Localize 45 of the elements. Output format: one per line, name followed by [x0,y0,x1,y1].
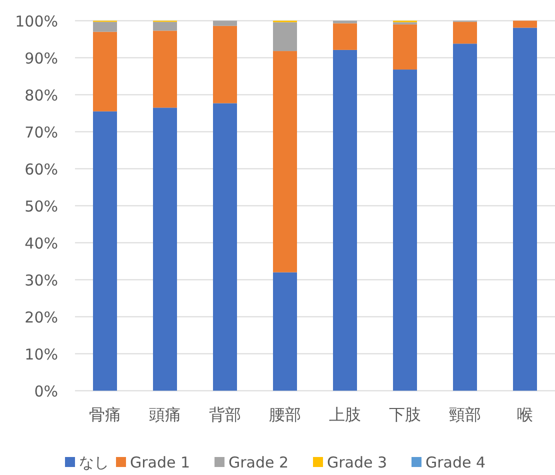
bar [93,32,117,112]
y-tick-label: 0% [34,382,58,401]
bar [273,272,297,391]
x-tick-label: 腰部 [269,405,301,424]
y-tick-label: 70% [24,124,58,142]
x-tick-label: 上肢 [329,405,361,424]
bar [333,23,357,50]
y-tick-label: 40% [24,234,58,253]
bar [393,70,417,391]
bar [213,103,237,391]
y-tick-label: 10% [24,346,58,364]
y-tick-label: 50% [24,198,58,216]
legend-label: Grade 3 [327,454,388,472]
bar [273,22,297,52]
x-tick-label: 頭痛 [149,405,181,424]
y-tick-label: 30% [24,272,58,290]
bar [153,30,177,108]
bar [213,26,237,104]
bar [333,50,357,391]
y-tick-label: 60% [24,160,58,179]
bar [273,51,297,272]
y-tick-label: 90% [24,50,58,68]
bar [513,20,537,28]
x-tick-label: 背部 [209,405,241,424]
legend-label: Grade 1 [130,454,190,472]
x-tick-label: 下肢 [389,405,421,424]
x-tick-label: 骨痛 [89,405,121,424]
bar [453,44,477,391]
bar [153,22,177,31]
legend-label: なし [79,454,109,472]
x-tick-label: 頸部 [449,405,481,424]
bar [333,20,357,24]
x-tick-label: 喉 [517,405,533,424]
legend-label: Grade 2 [228,454,289,472]
y-tick-label: 100% [15,12,58,31]
y-tick-label: 20% [24,308,58,327]
y-tick-label: 80% [24,86,58,105]
bar [93,111,117,391]
bar [393,24,417,70]
bar [453,22,477,44]
bar [213,20,237,26]
legend-label: Grade 4 [426,454,486,472]
bar [513,28,537,391]
bar [153,108,177,391]
bar [93,22,117,32]
